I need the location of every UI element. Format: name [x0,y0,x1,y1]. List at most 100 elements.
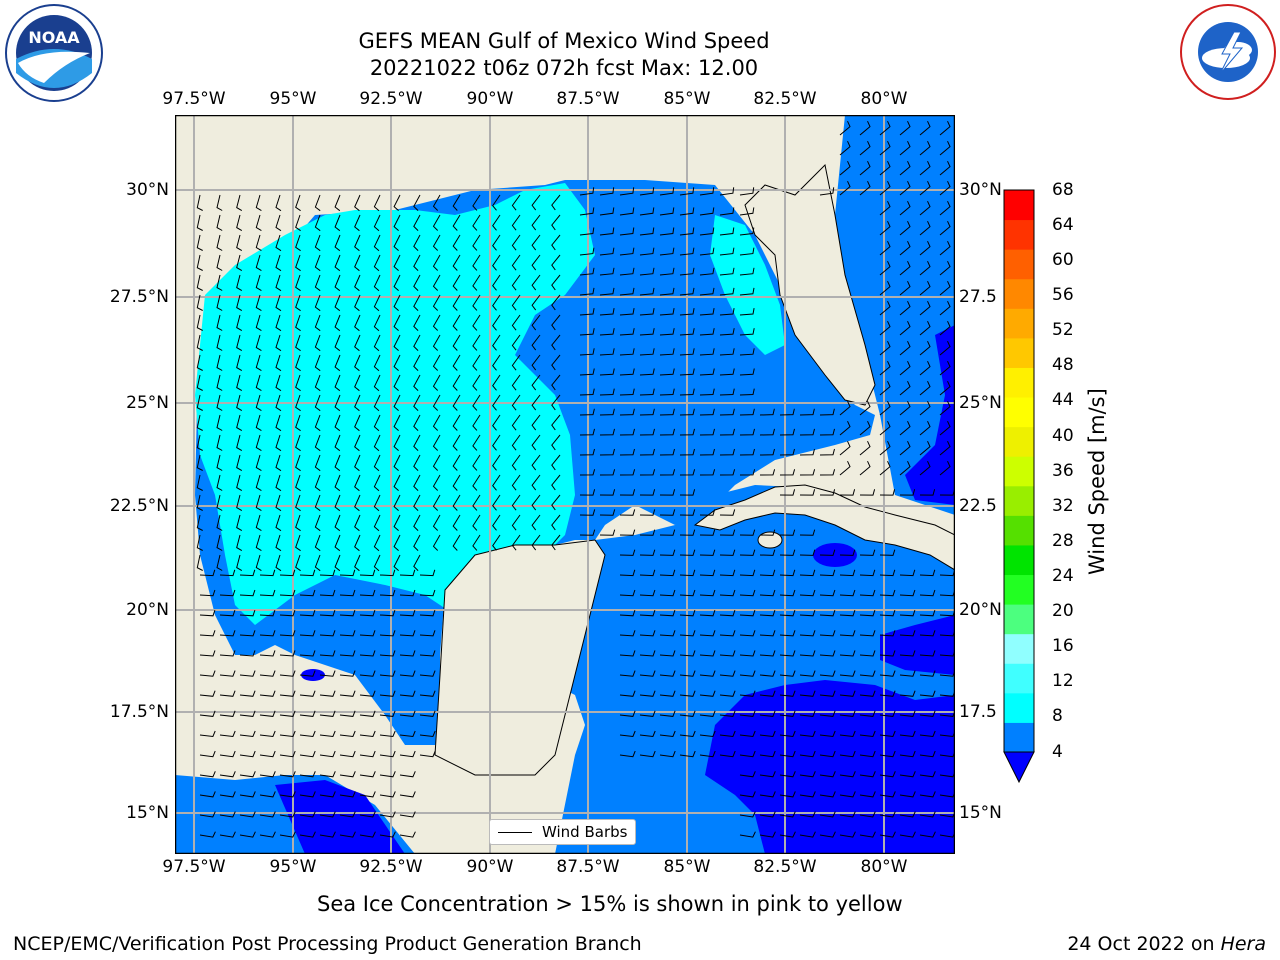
wind-barb [216,234,223,251]
wind-barb [259,811,276,818]
wind-barb [599,227,615,236]
wind-barb [216,454,223,471]
wind-barb [413,294,421,311]
wind-barb [399,831,416,838]
colorbar-tick-label: 64 [1052,215,1074,235]
wind-barb [255,334,262,352]
wind-barb [393,394,401,411]
wind-barb [779,730,796,738]
wind-barb [295,234,301,252]
wind-barb [413,354,421,371]
wind-barb [259,630,276,637]
wind-barb [275,254,282,272]
wind-barb [275,534,282,552]
wind-barb [679,368,695,376]
wind-barb [393,374,401,391]
wind-barb [679,428,695,436]
wind-barb [551,254,561,271]
wind-barb [196,274,203,291]
wind-barb [899,420,911,436]
colorbar-tick-label: 48 [1052,355,1074,375]
wind-barb [432,234,441,251]
wind-barb [679,569,696,577]
wind-barb [579,187,595,196]
wind-barb [699,529,716,536]
wind-barb [334,294,341,312]
wind-barb [511,274,521,291]
wind-barb [819,811,836,818]
wind-barb [799,650,816,657]
wind-barb [419,630,436,637]
colorbar-tick-label: 12 [1052,671,1074,691]
wind-barb [619,469,636,476]
wind-barb [299,609,316,617]
wind-barb [354,474,361,492]
wind-barb [216,474,223,491]
wind-barb [699,227,715,236]
wind-barb [599,529,616,536]
wind-barb [839,730,856,738]
colorbar-tick-label: 32 [1052,496,1074,516]
wind-barb [659,227,675,236]
wind-barb [492,474,501,491]
wind-barb [275,554,282,572]
wind-barb [739,771,756,778]
wind-barb [354,414,361,432]
wind-barb [275,354,282,372]
wind-barb [819,670,836,677]
wind-barb [659,690,676,697]
wind-barb [359,630,376,637]
wind-barb [859,440,871,456]
wind-barb [939,200,951,216]
wind-barb [299,569,316,577]
wind-barb [399,730,416,738]
wind-barb [699,308,715,316]
wind-barb [295,274,301,292]
lat-label-left: 20°N [126,600,169,620]
wind-barb [879,160,891,176]
wind-barb [639,489,656,496]
wind-barb [619,569,636,577]
title-line-2: 20221022 t06z 072h fcst Max: 12.00 [369,56,759,80]
wind-barb [719,368,735,376]
wind-barb [314,434,321,452]
wind-barb [319,630,336,637]
wind-barb [839,440,851,456]
wind-barb [472,454,481,471]
wind-barb [399,670,416,677]
wind-barb [759,569,776,577]
calm-region-bahamas [905,325,955,505]
wind-barb [839,791,856,798]
wind-barb [275,454,282,472]
wind-barb [196,554,203,571]
wind-barb [679,247,695,256]
wind-barb [639,509,656,516]
lat-label-right: 30°N [959,180,1002,200]
isla-juventud-land [757,531,783,549]
wind-barb [339,730,356,738]
wind-barb [599,348,615,356]
wind-barb [579,388,595,396]
wind-barb [919,200,931,216]
wind-barb [839,569,856,577]
wind-barb [859,489,876,496]
wind-barb [699,448,715,456]
wind-barb [779,489,796,496]
wind-barb [452,254,461,271]
wind-barb [314,494,321,512]
wind-barb [452,194,461,211]
wind-barb [739,328,755,336]
wind-barb [216,254,223,271]
lat-label-left: 27.5°N [109,287,169,307]
wind-barb [919,831,936,838]
wind-barb [259,569,276,577]
wind-barb [879,771,896,778]
wind-barb [354,274,361,292]
wind-barb [359,569,376,577]
wind-barb [679,589,696,597]
wind-barb [295,394,301,412]
wind-barb [599,247,615,256]
calm-region-east [880,615,955,675]
wind-barb [219,791,236,798]
wind-barb [939,220,951,236]
